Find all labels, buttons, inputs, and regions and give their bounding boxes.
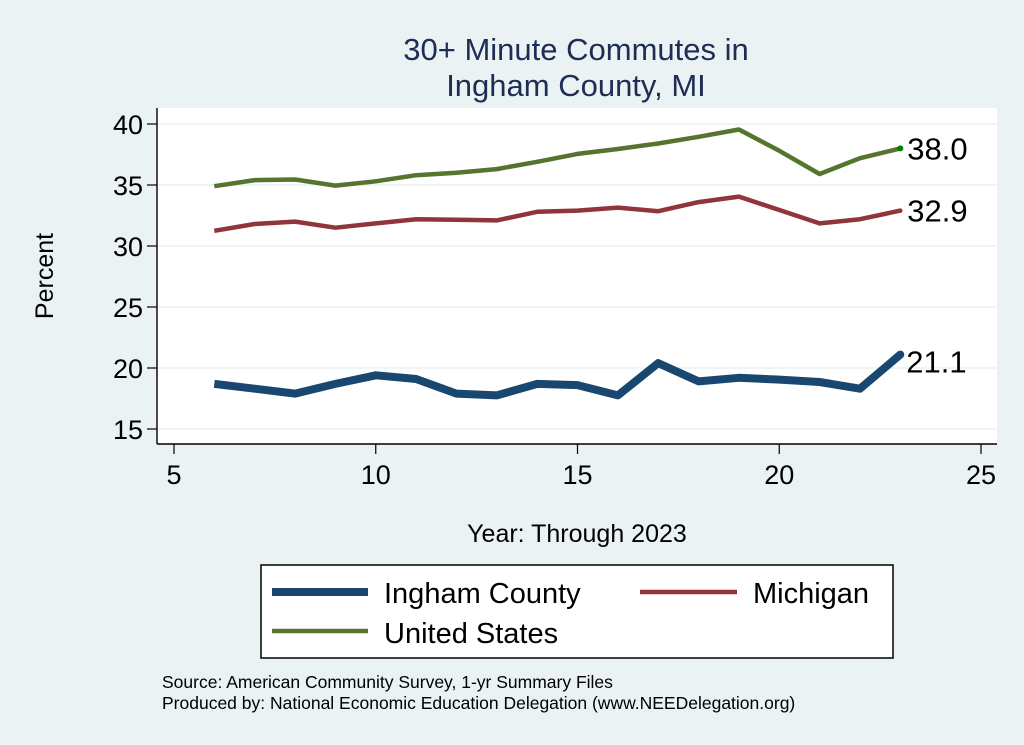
y-tick-label: 20 bbox=[113, 354, 143, 384]
legend-label-ingham-county: Ingham County bbox=[384, 578, 581, 610]
x-tick-label: 20 bbox=[764, 460, 794, 490]
end-point-michigan bbox=[898, 208, 903, 213]
end-label-ingham-county: 21.1 bbox=[906, 345, 966, 380]
end-label-michigan: 32.9 bbox=[907, 194, 967, 229]
y-tick-label: 30 bbox=[113, 232, 143, 262]
legend-label-united-states: United States bbox=[384, 618, 558, 650]
legend-box bbox=[260, 564, 894, 659]
series-line-united-states bbox=[213, 127, 901, 189]
y-axis-title: Percent bbox=[31, 233, 59, 319]
series-line-michigan bbox=[213, 194, 901, 234]
axes: 15 20 25 30 35 40 5 10 15 20 25 bbox=[113, 108, 997, 490]
y-tick-label: 40 bbox=[113, 110, 143, 140]
y-tick-label: 35 bbox=[113, 171, 143, 201]
y-tick-label: 25 bbox=[113, 293, 143, 323]
x-tick-label: 15 bbox=[562, 460, 592, 490]
y-tick-label: 15 bbox=[113, 415, 143, 445]
series-lines bbox=[213, 127, 905, 400]
source-note: Source: American Community Survey, 1-yr … bbox=[162, 672, 613, 692]
legend: Ingham County Michigan United States bbox=[260, 564, 894, 659]
end-point-united-states bbox=[897, 145, 904, 152]
series-line-ingham-county bbox=[213, 351, 903, 400]
x-tick-label: 10 bbox=[361, 460, 391, 490]
end-label-united-states: 38.0 bbox=[907, 131, 967, 166]
legend-label-michigan: Michigan bbox=[753, 578, 869, 610]
end-point-ingham-county bbox=[896, 350, 905, 359]
gridlines bbox=[157, 123, 997, 430]
chart-title-line-1: 30+ Minute Commutes in bbox=[403, 32, 748, 67]
x-axis-title: Year: Through 2023 bbox=[467, 520, 687, 548]
x-tick-label: 5 bbox=[166, 460, 181, 490]
chart-title-line-2: Ingham County, MI bbox=[446, 68, 706, 103]
x-tick-label: 25 bbox=[966, 460, 996, 490]
produced-by-note: Produced by: National Economic Education… bbox=[162, 693, 795, 713]
end-labels: 38.0 32.9 21.1 bbox=[906, 131, 967, 379]
